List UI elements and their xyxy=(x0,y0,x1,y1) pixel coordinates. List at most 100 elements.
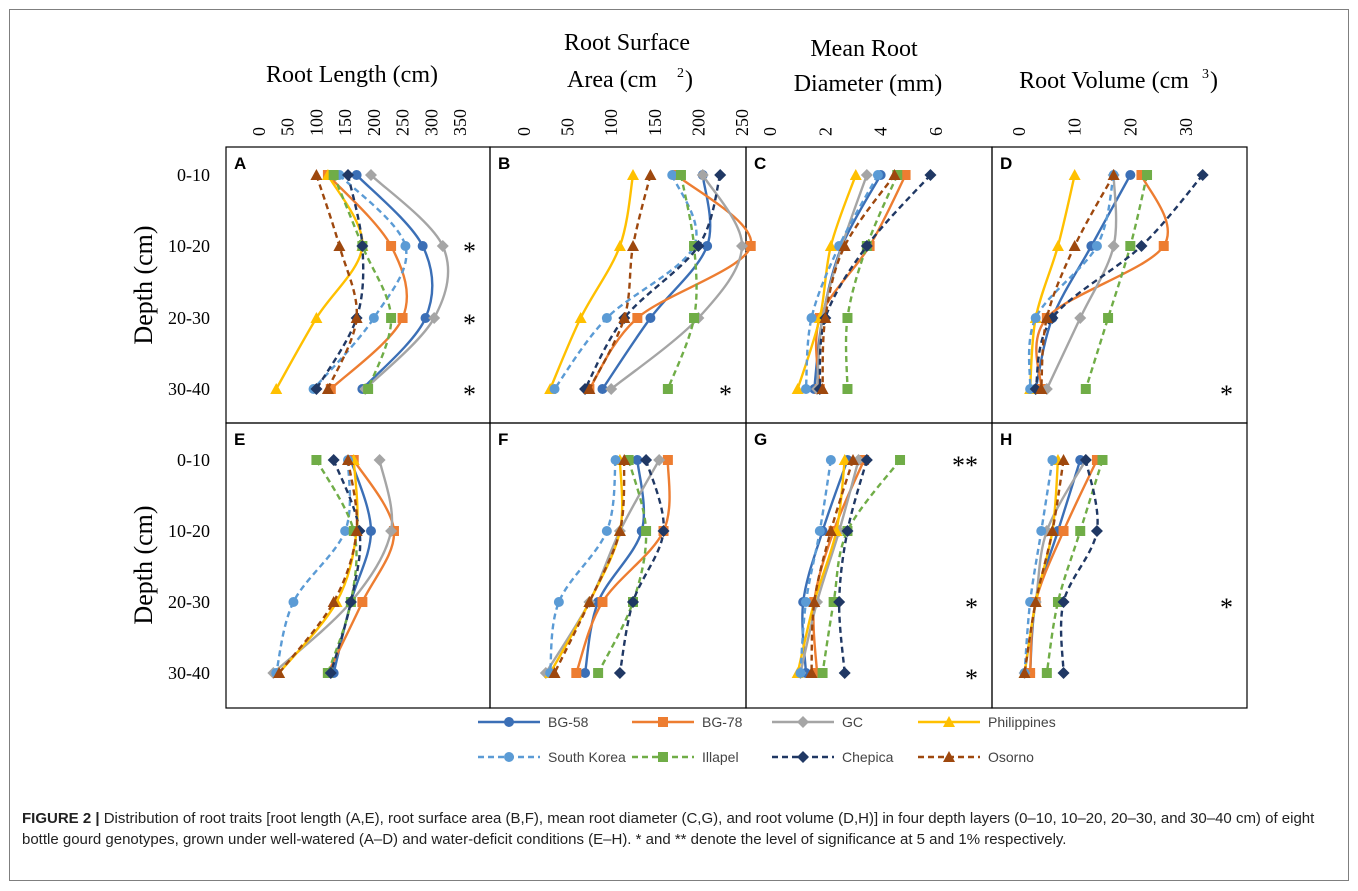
data-point-H-illapel-1 xyxy=(1075,526,1086,536)
series-line-A-bg-78 xyxy=(327,174,409,390)
series-line-A-osorno xyxy=(315,174,358,390)
data-point-D-osorno-2 xyxy=(1040,312,1053,323)
depth-label-bottom-0: 0-10 xyxy=(177,450,210,470)
data-point-D-illapel-0 xyxy=(1142,170,1153,180)
data-point-F-chepica-1 xyxy=(657,525,670,537)
axis-tick-label-1-1: 50 xyxy=(558,118,578,136)
axis-tick-text: 100 xyxy=(601,109,621,136)
data-point-A-bg-58-0 xyxy=(351,170,362,180)
legend-marker-1 xyxy=(658,717,668,727)
series-line-F-bg-78 xyxy=(575,459,671,674)
depth-label-top-1: 10-20 xyxy=(168,236,210,256)
series-line-F-gc xyxy=(544,459,661,674)
data-point-E-south-korea-2 xyxy=(288,597,299,607)
series-line-A-philippines xyxy=(275,174,364,390)
series-line-B-gc xyxy=(610,174,744,390)
significance-mark-G-3: * xyxy=(965,664,978,693)
caption-figure-label: FIGURE 2 | xyxy=(22,810,100,827)
axis-tick-text: 0 xyxy=(1009,127,1029,136)
data-point-B-gc-1 xyxy=(736,240,748,252)
data-point-B-illapel-2 xyxy=(689,313,700,323)
column-title-diameter-line2: Diameter (mm) xyxy=(794,71,943,97)
axis-tick-text: 0 xyxy=(760,127,780,136)
data-point-B-philippines-2 xyxy=(574,312,587,323)
series-line-A-illapel xyxy=(332,174,393,390)
axis-tick-text: 50 xyxy=(278,118,298,136)
column-title-root-length: Root Length (cm) xyxy=(266,62,438,88)
data-point-A-chepica-3 xyxy=(310,383,323,395)
data-point-F-south-korea-0 xyxy=(610,455,621,465)
axis-tick-text: 150 xyxy=(645,109,665,136)
column-title-surface-close: ) xyxy=(685,67,693,93)
axis-tick-label-0-3: 150 xyxy=(335,109,355,136)
data-point-F-osorno-0 xyxy=(618,454,631,465)
axis-tick-label-0-5: 250 xyxy=(393,109,413,136)
data-point-C-philippines-1 xyxy=(824,240,837,251)
axis-tick-label-1-2: 100 xyxy=(601,109,621,136)
data-point-D-illapel-1 xyxy=(1125,241,1136,251)
panel-letter-D: D xyxy=(1000,154,1012,173)
data-point-D-bg-58-0 xyxy=(1125,170,1136,180)
axis-tick-text: 200 xyxy=(688,109,708,136)
series-line-C-chepica xyxy=(818,174,932,390)
data-point-A-south-korea-2 xyxy=(368,313,379,323)
series-line-D-south-korea xyxy=(1027,174,1115,390)
figure-frame xyxy=(9,9,1349,881)
data-point-B-bg-58-1 xyxy=(702,241,713,251)
data-point-A-illapel-2 xyxy=(386,313,397,323)
data-point-A-osorno-3 xyxy=(321,383,334,394)
axis-tick-label-0-1: 50 xyxy=(278,118,298,136)
data-point-A-bg-58-2 xyxy=(420,313,431,323)
depth-label-top-0: 0-10 xyxy=(177,165,210,185)
data-point-E-chepica-2 xyxy=(344,596,357,608)
data-point-E-bg-58-1 xyxy=(365,526,376,536)
data-point-H-chepica-1 xyxy=(1090,525,1103,537)
data-point-F-illapel-0 xyxy=(623,455,634,465)
data-point-B-bg-58-3 xyxy=(597,384,608,394)
panel-border-7 xyxy=(991,422,1248,709)
series-line-B-chepica xyxy=(583,174,722,390)
legend-marker-7 xyxy=(943,751,955,762)
data-point-G-south-korea-1 xyxy=(814,526,825,536)
series-line-A-chepica xyxy=(315,174,365,390)
data-point-F-osorno-1 xyxy=(613,525,626,536)
axis-tick-label-1-4: 200 xyxy=(688,109,708,136)
axis-tick-label-2-3: 6 xyxy=(926,127,946,136)
series-line-G-osorno xyxy=(810,459,855,674)
axis-tick-text: 200 xyxy=(364,109,384,136)
data-point-E-bg-78-2 xyxy=(357,597,368,607)
legend-marker-5 xyxy=(658,752,668,762)
axis-tick-label-0-2: 100 xyxy=(306,109,326,136)
data-point-G-south-korea-0 xyxy=(825,455,836,465)
data-point-H-illapel-3 xyxy=(1041,668,1052,678)
series-line-E-bg-58 xyxy=(332,459,373,674)
data-point-F-south-korea-2 xyxy=(553,597,564,607)
series-line-F-illapel xyxy=(597,459,648,674)
axis-tick-text: 150 xyxy=(335,109,355,136)
data-point-B-south-korea-2 xyxy=(601,313,612,323)
data-point-D-illapel-3 xyxy=(1080,384,1091,394)
data-point-D-gc-1 xyxy=(1107,240,1120,252)
series-line-E-illapel xyxy=(315,459,358,674)
series-line-D-bg-78 xyxy=(1035,174,1170,390)
data-point-C-osorno-3 xyxy=(816,383,829,394)
axis-tick-label-3-3: 30 xyxy=(1176,118,1196,136)
data-point-B-south-korea-0 xyxy=(667,170,678,180)
data-point-A-chepica-0 xyxy=(342,169,355,181)
series-line-F-bg-58 xyxy=(583,459,646,674)
data-point-A-philippines-2 xyxy=(310,312,323,323)
data-point-H-south-korea-0 xyxy=(1047,455,1058,465)
axis-tick-label-0-7: 350 xyxy=(450,109,470,136)
data-point-H-osorno-2 xyxy=(1029,596,1042,607)
data-point-F-osorno-2 xyxy=(583,596,596,607)
significance-mark-A-1: * xyxy=(463,237,476,266)
data-point-F-bg-78-2 xyxy=(597,597,608,607)
axis-tick-text: 300 xyxy=(421,109,441,136)
data-point-H-bg-78-0 xyxy=(1091,455,1102,465)
series-line-E-bg-78 xyxy=(326,459,396,674)
legend-label-2: GC xyxy=(842,714,863,730)
series-line-C-illapel xyxy=(844,174,899,390)
data-point-A-bg-58-1 xyxy=(417,241,428,251)
data-point-E-illapel-0 xyxy=(311,455,322,465)
data-point-F-bg-58-3 xyxy=(580,668,591,678)
